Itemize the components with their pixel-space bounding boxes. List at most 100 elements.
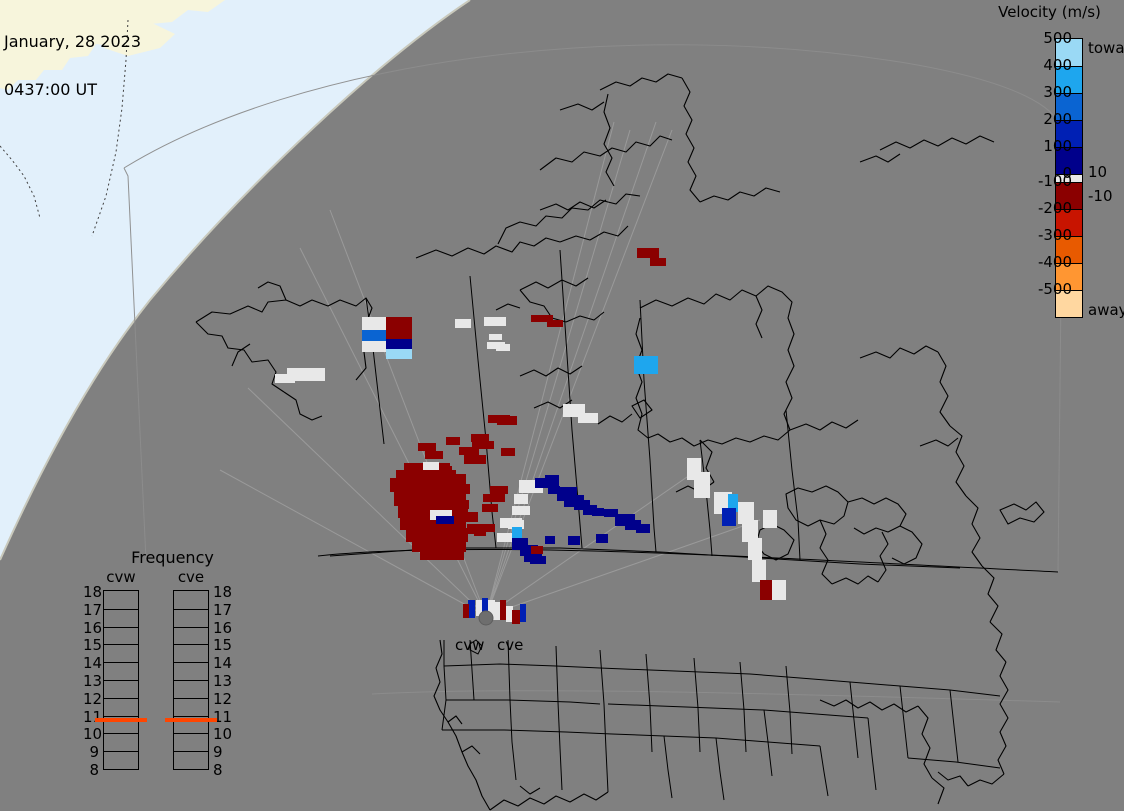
velocity-cell bbox=[650, 258, 666, 266]
velocity-cell bbox=[275, 374, 295, 383]
velocity-cell bbox=[362, 317, 389, 330]
frequency-tick-label: 13 bbox=[83, 672, 103, 690]
velocity-colorbar-segment bbox=[1056, 147, 1082, 174]
frequency-tick-label: 10 bbox=[213, 725, 233, 744]
velocity-cell bbox=[490, 486, 508, 494]
frequency-bar-cell bbox=[174, 626, 208, 645]
site-label-cvw: cvw bbox=[455, 636, 485, 654]
frequency-tick-label: 17 bbox=[213, 600, 233, 619]
velocity-cell bbox=[508, 520, 524, 529]
velocity-cell bbox=[512, 610, 520, 624]
velocity-cell bbox=[497, 416, 517, 425]
frequency-tick-label: 9 bbox=[213, 743, 223, 762]
frequency-legend: Frequency cvw cve 18 18 17 17 16 16 15 15 14 14 13… bbox=[83, 548, 260, 779]
velocity-cell bbox=[412, 540, 466, 552]
velocity-colorbar-segment bbox=[1056, 290, 1082, 317]
frequency-bar-cell bbox=[104, 662, 138, 680]
velocity-cell bbox=[547, 320, 563, 327]
velocity-cell bbox=[583, 505, 597, 515]
velocity-cell bbox=[506, 606, 513, 622]
frequency-bar-cell bbox=[104, 644, 138, 662]
frequency-tick-label: 11 bbox=[213, 707, 233, 726]
velocity-tick-label: -500 bbox=[1037, 280, 1072, 298]
velocity-cell bbox=[520, 604, 526, 622]
velocity-cell bbox=[722, 508, 736, 526]
frequency-marker-cvw bbox=[95, 718, 147, 723]
frequency-tick-label: 8 bbox=[89, 761, 99, 779]
velocity-colorbar-segment bbox=[1056, 263, 1082, 290]
velocity-cell bbox=[574, 500, 590, 510]
velocity-cell bbox=[287, 368, 325, 381]
velocity-cell bbox=[482, 504, 498, 512]
frequency-tick-label: 9 bbox=[89, 743, 99, 762]
frequency-tick-label: 10 bbox=[83, 725, 103, 744]
velocity-cell bbox=[440, 474, 466, 484]
velocity-cell bbox=[432, 466, 452, 476]
velocity-cell bbox=[446, 437, 460, 445]
velocity-cell bbox=[604, 509, 618, 517]
frequency-bar-cell bbox=[104, 591, 138, 609]
velocity-cell bbox=[472, 441, 494, 449]
frequency-bar-cell bbox=[174, 733, 208, 751]
velocity-cell bbox=[578, 413, 598, 423]
frequency-tick-label: 14 bbox=[213, 654, 233, 673]
velocity-tick-label: 500 bbox=[1043, 29, 1072, 47]
frequency-bar-cell bbox=[174, 697, 208, 716]
frequency-bar-cell bbox=[104, 715, 138, 734]
velocity-cell bbox=[448, 484, 470, 494]
frequency-column-name-cve: cve bbox=[177, 568, 205, 586]
velocity-legend-title: Velocity (m/s) bbox=[998, 3, 1101, 21]
frequency-bar-cvw bbox=[103, 590, 139, 770]
velocity-colorbar bbox=[1055, 38, 1083, 318]
velocity-colorbar-segment bbox=[1056, 93, 1082, 120]
velocity-tick-label: 0 bbox=[1062, 164, 1072, 182]
frequency-tick-label: 16 bbox=[83, 618, 103, 637]
velocity-cell bbox=[386, 349, 412, 359]
frequency-tick-label: 15 bbox=[83, 636, 103, 655]
velocity-cell bbox=[489, 334, 502, 340]
velocity-cell bbox=[386, 317, 412, 339]
velocity-cell bbox=[760, 580, 772, 600]
velocity-tick-label: 200 bbox=[1043, 110, 1072, 128]
velocity-cell bbox=[531, 315, 553, 322]
velocity-tick-label: -100 bbox=[1037, 172, 1072, 190]
frequency-tick-label: 8 bbox=[213, 761, 223, 779]
frequency-tick-label: 18 bbox=[213, 583, 233, 601]
velocity-cell bbox=[460, 512, 478, 522]
frequency-tick-label: 15 bbox=[213, 636, 233, 655]
terminator-line bbox=[0, 0, 471, 561]
velocity-cell bbox=[636, 524, 650, 533]
velocity-cell bbox=[488, 600, 495, 620]
velocity-colorbar-segment bbox=[1056, 174, 1082, 182]
velocity-tick-label: -200 bbox=[1037, 199, 1072, 217]
velocity-cell bbox=[459, 447, 479, 455]
velocity-cell bbox=[494, 602, 500, 620]
frequency-column-name-cvw: cvw bbox=[106, 568, 136, 586]
frequency-bar-cell bbox=[174, 662, 208, 680]
velocity-colorbar-segment bbox=[1056, 182, 1082, 209]
velocity-cell bbox=[464, 455, 486, 464]
velocity-cell bbox=[531, 546, 543, 554]
velocity-cell bbox=[500, 600, 506, 620]
velocity-cell bbox=[481, 524, 495, 532]
velocity-cell bbox=[386, 339, 412, 349]
velocity-cell bbox=[592, 508, 604, 516]
velocity-cell bbox=[406, 528, 468, 542]
velocity-cell bbox=[738, 502, 754, 524]
frequency-tick-label: 18 bbox=[83, 583, 103, 601]
velocity-cell bbox=[430, 510, 452, 520]
velocity-cell bbox=[482, 598, 488, 618]
frequency-tick-label: 14 bbox=[83, 654, 103, 673]
velocity-tick-label: 400 bbox=[1043, 56, 1072, 74]
frequency-bar-cell bbox=[104, 626, 138, 645]
velocity-tick-label: -400 bbox=[1037, 253, 1072, 271]
velocity-cell bbox=[496, 344, 510, 351]
frequency-tick-label: 16 bbox=[213, 618, 233, 637]
velocity-cell bbox=[483, 494, 505, 502]
velocity-cell bbox=[468, 600, 475, 618]
frequency-bar-cell bbox=[104, 679, 138, 698]
velocity-cell bbox=[520, 545, 538, 556]
velocity-tick-label: 100 bbox=[1043, 137, 1072, 155]
velocity-cell bbox=[463, 604, 469, 618]
